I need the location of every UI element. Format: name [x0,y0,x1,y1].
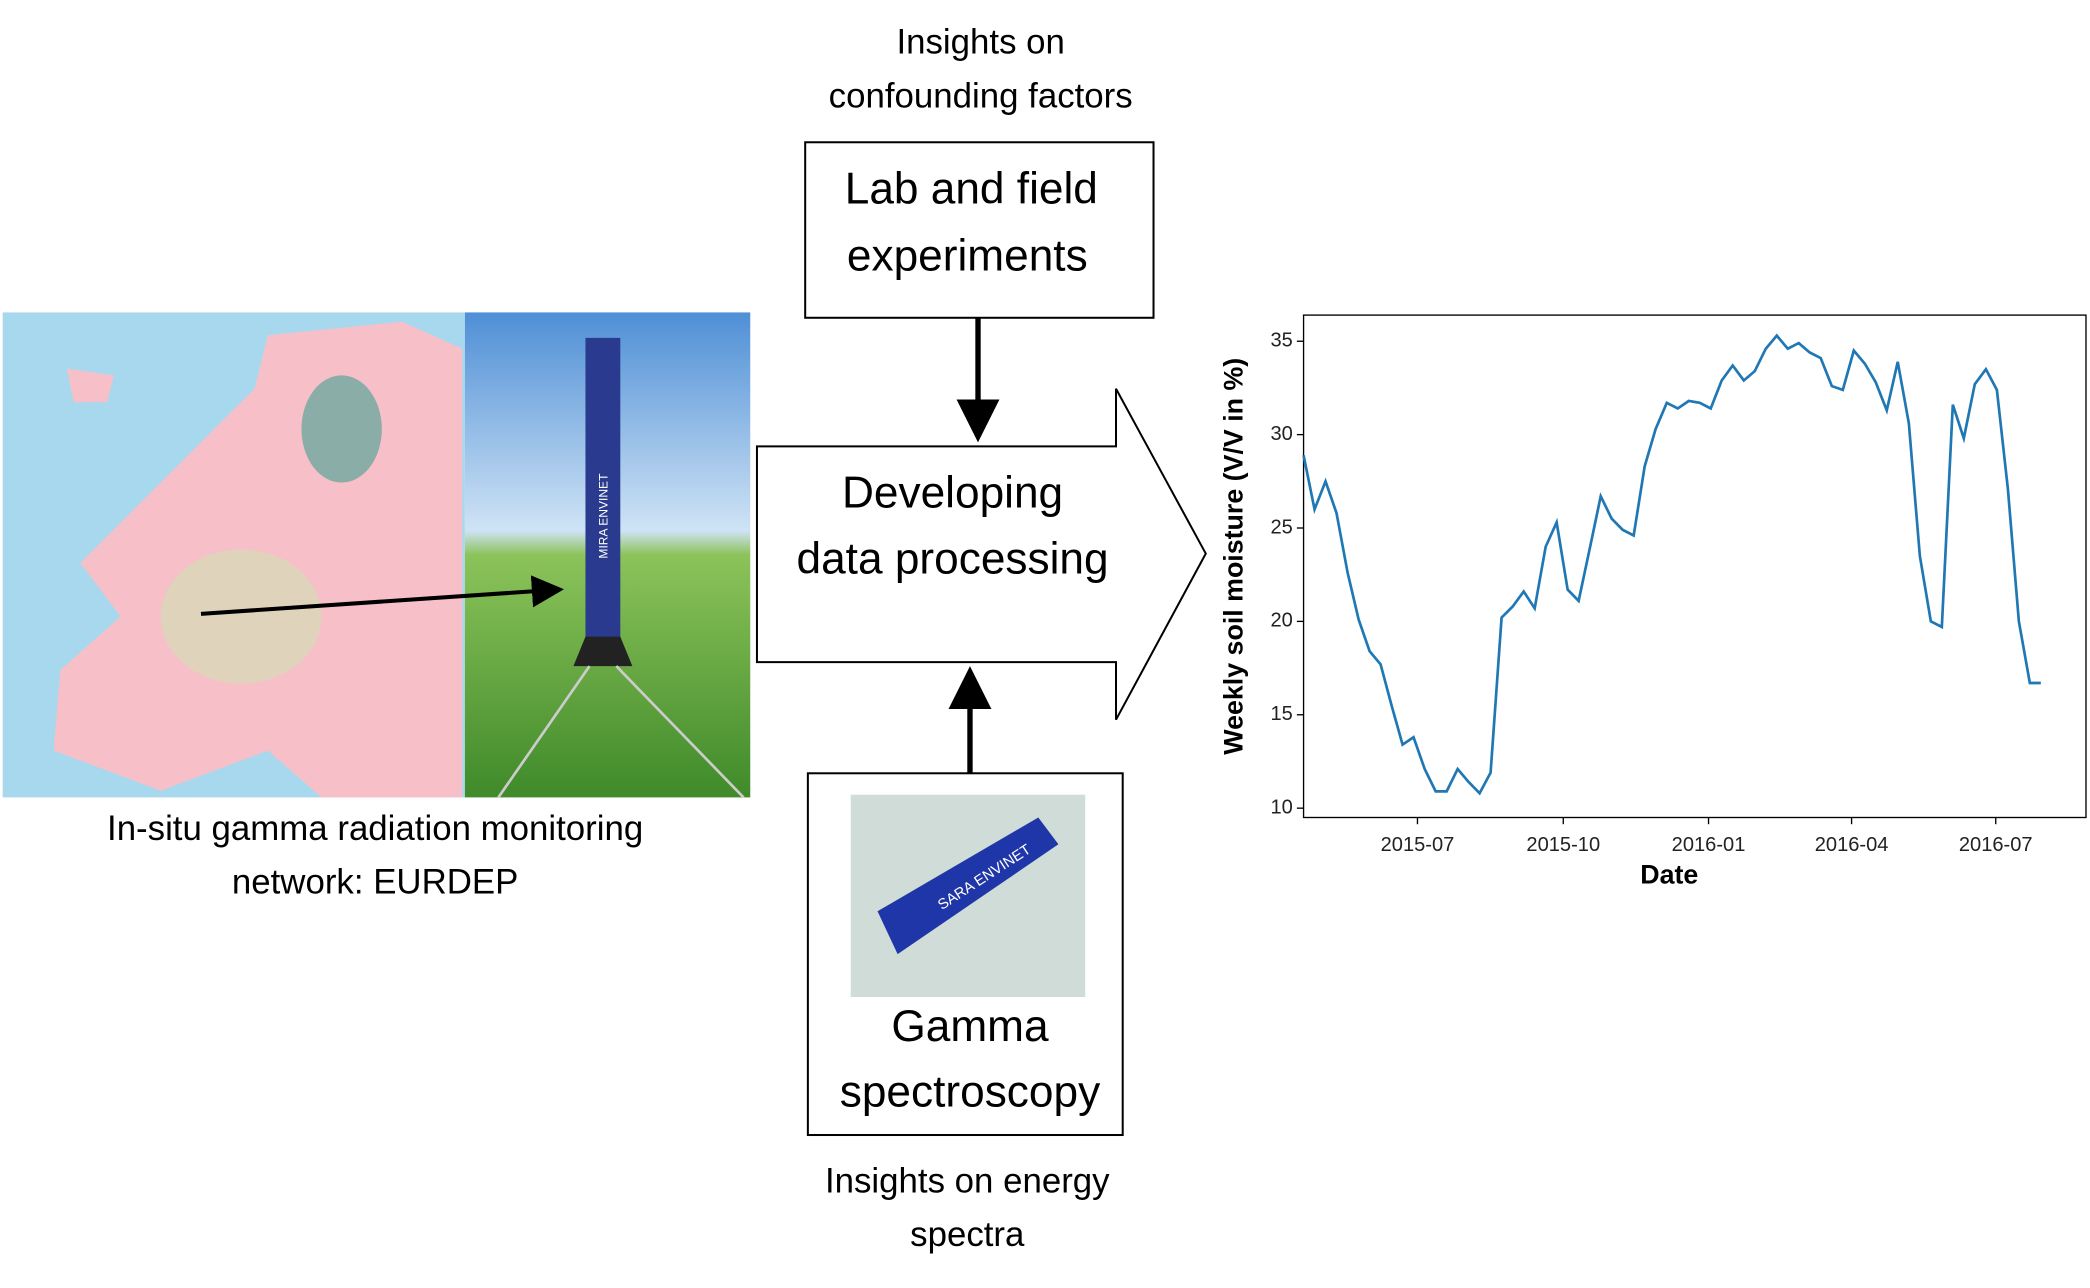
y-tick-label: 30 [1271,423,1293,445]
device-text: MIRA ENVINET [596,473,610,559]
caption: network: EURDEP [232,863,518,902]
lab-label: experiments [847,231,1088,280]
field-photo: MIRA ENVINET [464,312,751,799]
sara-photo: SARA ENVINET [850,794,1086,998]
caption: spectra [910,1215,1025,1254]
x-axis-label: Date [1640,860,1698,890]
x-tick-label: 2016-04 [1815,834,1889,856]
eurdep-map [2,312,465,798]
caption: confounding factors [829,76,1133,115]
process-label: data processing [797,534,1109,583]
chart: Date Weekly soil moisture (V/V in %) 10 1… [1218,314,2087,890]
y-tick-label: 15 [1271,703,1293,725]
caption: In-situ gamma radiation monitoring [107,809,643,848]
spectroscopy-label: spectroscopy [840,1067,1101,1116]
spectroscopy-label: Gamma [891,1002,1049,1051]
y-tick-label: 25 [1271,516,1293,538]
x-tick-label: 2016-01 [1672,834,1746,856]
lab-label: Lab and field [845,165,1098,214]
data-line [1302,333,2041,796]
caption: Insights on energy [825,1161,1110,1200]
process-label: Developing [842,469,1063,518]
y-axis-label: Weekly soil moisture (V/V in %) [1218,358,1248,755]
plot-frame [1302,314,2087,819]
process-arrow [755,388,1207,721]
x-tick-label: 2015-07 [1381,834,1455,856]
y-tick-label: 35 [1271,330,1293,352]
y-tick-label: 10 [1271,796,1293,818]
arrow [200,575,565,616]
x-tick-label: 2016-07 [1959,834,2033,856]
y-tick-label: 20 [1271,610,1293,632]
caption: Insights on [896,23,1064,62]
lab-box [804,141,1155,319]
x-tick-label: 2015-10 [1526,834,1600,856]
